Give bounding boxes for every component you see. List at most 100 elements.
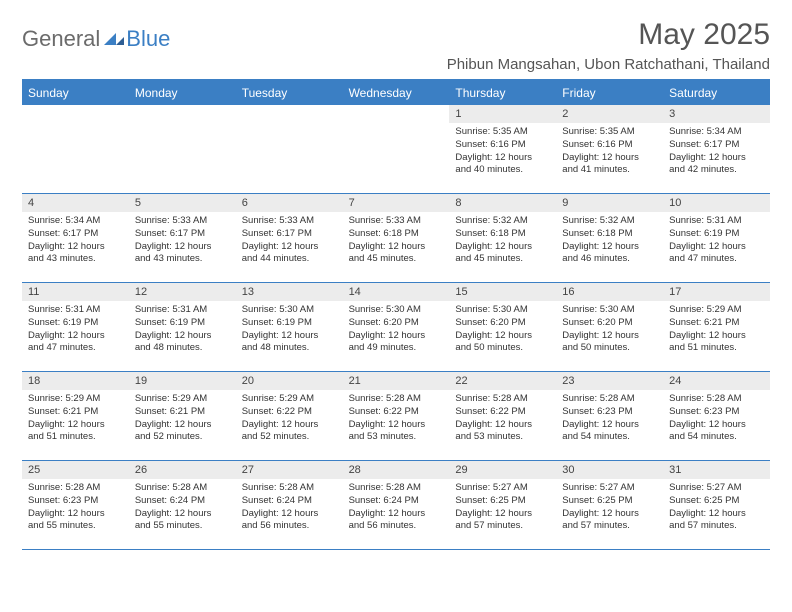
day-number: 4 — [22, 194, 129, 212]
calendar-cell: 1Sunrise: 5:35 AMSunset: 6:16 PMDaylight… — [449, 105, 556, 193]
day-info: Sunrise: 5:35 AMSunset: 6:16 PMDaylight:… — [556, 123, 663, 182]
sunset-text: Sunset: 6:22 PM — [349, 406, 444, 419]
calendar-cell: 23Sunrise: 5:28 AMSunset: 6:23 PMDayligh… — [556, 372, 663, 460]
day-info: Sunrise: 5:32 AMSunset: 6:18 PMDaylight:… — [449, 212, 556, 271]
sunrise-text: Sunrise: 5:28 AM — [349, 482, 444, 495]
sunrise-text: Sunrise: 5:35 AM — [562, 126, 657, 139]
sunrise-text: Sunrise: 5:29 AM — [135, 393, 230, 406]
daylight-text: Daylight: 12 hours and 48 minutes. — [242, 330, 337, 356]
calendar: SundayMondayTuesdayWednesdayThursdayFrid… — [22, 79, 770, 550]
calendar-cell: 31Sunrise: 5:27 AMSunset: 6:25 PMDayligh… — [663, 461, 770, 549]
sunrise-text: Sunrise: 5:33 AM — [349, 215, 444, 228]
sunset-text: Sunset: 6:20 PM — [349, 317, 444, 330]
calendar-cell: 14Sunrise: 5:30 AMSunset: 6:20 PMDayligh… — [343, 283, 450, 371]
daylight-text: Daylight: 12 hours and 44 minutes. — [242, 241, 337, 267]
day-info: Sunrise: 5:27 AMSunset: 6:25 PMDaylight:… — [663, 479, 770, 538]
logo-text-general: General — [22, 26, 100, 52]
sunset-text: Sunset: 6:24 PM — [135, 495, 230, 508]
logo: General Blue — [22, 18, 170, 52]
day-number: 31 — [663, 461, 770, 479]
calendar-cell: 12Sunrise: 5:31 AMSunset: 6:19 PMDayligh… — [129, 283, 236, 371]
day-number: 26 — [129, 461, 236, 479]
day-number — [129, 105, 236, 111]
sunrise-text: Sunrise: 5:32 AM — [455, 215, 550, 228]
calendar-week: 18Sunrise: 5:29 AMSunset: 6:21 PMDayligh… — [22, 372, 770, 461]
day-info: Sunrise: 5:29 AMSunset: 6:21 PMDaylight:… — [129, 390, 236, 449]
daylight-text: Daylight: 12 hours and 46 minutes. — [562, 241, 657, 267]
calendar-week: 1Sunrise: 5:35 AMSunset: 6:16 PMDaylight… — [22, 105, 770, 194]
location-subtitle: Phibun Mangsahan, Ubon Ratchathani, Thai… — [447, 56, 770, 73]
day-info: Sunrise: 5:28 AMSunset: 6:23 PMDaylight:… — [556, 390, 663, 449]
day-info: Sunrise: 5:29 AMSunset: 6:21 PMDaylight:… — [663, 301, 770, 360]
sunrise-text: Sunrise: 5:34 AM — [669, 126, 764, 139]
calendar-cell: 3Sunrise: 5:34 AMSunset: 6:17 PMDaylight… — [663, 105, 770, 193]
daylight-text: Daylight: 12 hours and 53 minutes. — [455, 419, 550, 445]
day-number: 11 — [22, 283, 129, 301]
calendar-cell: 17Sunrise: 5:29 AMSunset: 6:21 PMDayligh… — [663, 283, 770, 371]
sunset-text: Sunset: 6:25 PM — [455, 495, 550, 508]
day-number: 18 — [22, 372, 129, 390]
day-info: Sunrise: 5:30 AMSunset: 6:19 PMDaylight:… — [236, 301, 343, 360]
day-number: 17 — [663, 283, 770, 301]
day-number: 2 — [556, 105, 663, 123]
day-number: 21 — [343, 372, 450, 390]
sunrise-text: Sunrise: 5:35 AM — [455, 126, 550, 139]
daylight-text: Daylight: 12 hours and 50 minutes. — [562, 330, 657, 356]
sunrise-text: Sunrise: 5:30 AM — [455, 304, 550, 317]
calendar-cell: 4Sunrise: 5:34 AMSunset: 6:17 PMDaylight… — [22, 194, 129, 282]
sunrise-text: Sunrise: 5:29 AM — [242, 393, 337, 406]
day-number: 19 — [129, 372, 236, 390]
title-block: May 2025 Phibun Mangsahan, Ubon Ratchath… — [447, 18, 770, 73]
calendar-week: 25Sunrise: 5:28 AMSunset: 6:23 PMDayligh… — [22, 461, 770, 550]
calendar-cell: 15Sunrise: 5:30 AMSunset: 6:20 PMDayligh… — [449, 283, 556, 371]
day-info: Sunrise: 5:28 AMSunset: 6:23 PMDaylight:… — [22, 479, 129, 538]
day-number: 30 — [556, 461, 663, 479]
calendar-cell: 16Sunrise: 5:30 AMSunset: 6:20 PMDayligh… — [556, 283, 663, 371]
day-number — [236, 105, 343, 111]
daylight-text: Daylight: 12 hours and 43 minutes. — [135, 241, 230, 267]
sunset-text: Sunset: 6:16 PM — [562, 139, 657, 152]
day-info: Sunrise: 5:28 AMSunset: 6:24 PMDaylight:… — [236, 479, 343, 538]
day-number: 25 — [22, 461, 129, 479]
day-number: 6 — [236, 194, 343, 212]
sunset-text: Sunset: 6:17 PM — [242, 228, 337, 241]
calendar-cell: 9Sunrise: 5:32 AMSunset: 6:18 PMDaylight… — [556, 194, 663, 282]
calendar-cell: 22Sunrise: 5:28 AMSunset: 6:22 PMDayligh… — [449, 372, 556, 460]
sunset-text: Sunset: 6:17 PM — [135, 228, 230, 241]
calendar-cell: 13Sunrise: 5:30 AMSunset: 6:19 PMDayligh… — [236, 283, 343, 371]
month-title: May 2025 — [447, 18, 770, 52]
calendar-week: 4Sunrise: 5:34 AMSunset: 6:17 PMDaylight… — [22, 194, 770, 283]
weekday-label: Sunday — [22, 81, 129, 105]
calendar-cell: 29Sunrise: 5:27 AMSunset: 6:25 PMDayligh… — [449, 461, 556, 549]
day-number: 8 — [449, 194, 556, 212]
calendar-cell: 27Sunrise: 5:28 AMSunset: 6:24 PMDayligh… — [236, 461, 343, 549]
day-number: 22 — [449, 372, 556, 390]
sunset-text: Sunset: 6:23 PM — [669, 406, 764, 419]
sunset-text: Sunset: 6:23 PM — [28, 495, 123, 508]
day-number: 12 — [129, 283, 236, 301]
sunset-text: Sunset: 6:18 PM — [455, 228, 550, 241]
day-number: 23 — [556, 372, 663, 390]
daylight-text: Daylight: 12 hours and 56 minutes. — [242, 508, 337, 534]
daylight-text: Daylight: 12 hours and 54 minutes. — [669, 419, 764, 445]
sunset-text: Sunset: 6:16 PM — [455, 139, 550, 152]
sunset-text: Sunset: 6:25 PM — [669, 495, 764, 508]
weekday-label: Wednesday — [343, 81, 450, 105]
sunset-text: Sunset: 6:18 PM — [349, 228, 444, 241]
calendar-cell: 7Sunrise: 5:33 AMSunset: 6:18 PMDaylight… — [343, 194, 450, 282]
sunrise-text: Sunrise: 5:33 AM — [242, 215, 337, 228]
day-number: 15 — [449, 283, 556, 301]
day-number: 27 — [236, 461, 343, 479]
sunset-text: Sunset: 6:24 PM — [349, 495, 444, 508]
daylight-text: Daylight: 12 hours and 42 minutes. — [669, 152, 764, 178]
day-number: 14 — [343, 283, 450, 301]
day-number: 20 — [236, 372, 343, 390]
day-number — [343, 105, 450, 111]
daylight-text: Daylight: 12 hours and 57 minutes. — [669, 508, 764, 534]
sunrise-text: Sunrise: 5:27 AM — [669, 482, 764, 495]
sunrise-text: Sunrise: 5:27 AM — [562, 482, 657, 495]
day-info: Sunrise: 5:31 AMSunset: 6:19 PMDaylight:… — [22, 301, 129, 360]
day-info: Sunrise: 5:32 AMSunset: 6:18 PMDaylight:… — [556, 212, 663, 271]
calendar-cell — [236, 105, 343, 193]
day-info: Sunrise: 5:31 AMSunset: 6:19 PMDaylight:… — [663, 212, 770, 271]
